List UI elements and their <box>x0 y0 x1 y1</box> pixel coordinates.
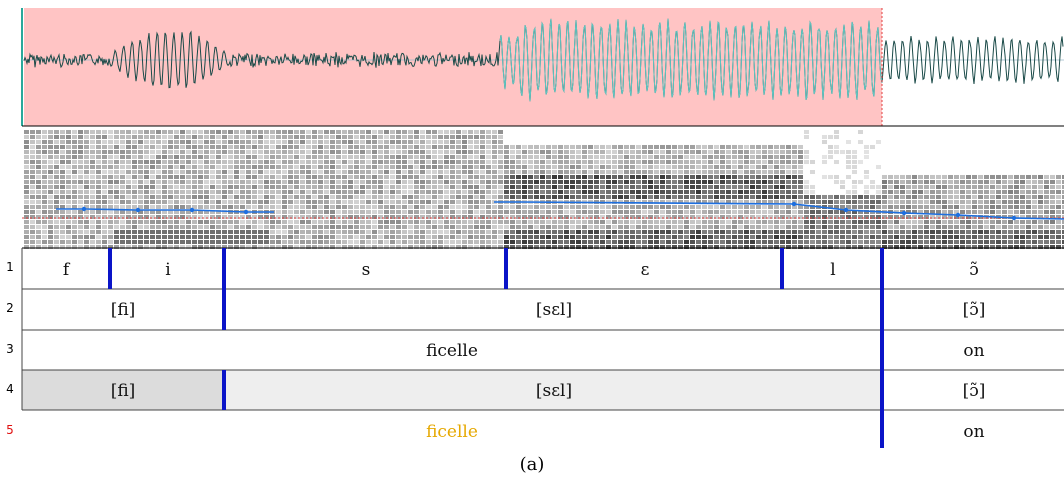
segment[interactable]: [ɔ̃] <box>962 300 986 320</box>
segment[interactable]: ficelle <box>426 341 478 361</box>
pitch-points <box>81 201 1017 221</box>
tier-number-5[interactable]: 5 <box>6 423 14 437</box>
spectrogram-panel[interactable] <box>22 127 1064 249</box>
segment[interactable]: on <box>963 341 985 361</box>
segment[interactable]: [fi] <box>110 300 136 320</box>
tier-number-3[interactable]: 3 <box>6 342 14 356</box>
selection-highlight <box>24 8 882 126</box>
segment[interactable]: f <box>62 260 70 280</box>
segment[interactable]: on <box>963 422 985 442</box>
segment[interactable]: l <box>830 260 836 280</box>
tier-number-2[interactable]: 2 <box>6 301 14 315</box>
segment[interactable]: [ɔ̃] <box>962 381 986 401</box>
tier4-segment-bg-sel <box>224 370 882 410</box>
segment[interactable]: [sɛl] <box>535 300 573 320</box>
segment[interactable]: ɔ̃ <box>969 260 979 280</box>
segment[interactable]: ɛ <box>640 260 650 280</box>
pitch-contour-1 <box>56 208 274 213</box>
segment[interactable]: i <box>165 260 171 280</box>
segment[interactable]: [fi] <box>110 381 136 401</box>
figure-caption: (a) <box>519 454 545 475</box>
pitch-contour-2 <box>494 201 1064 220</box>
segment[interactable]: [sɛl] <box>535 381 573 401</box>
signal-display[interactable] <box>0 0 1064 250</box>
tier-number-4[interactable]: 4 <box>6 382 14 396</box>
tier-grid <box>21 248 1064 448</box>
tier4-segment-bg-fi <box>22 370 224 410</box>
segment-active[interactable]: ficelle <box>426 422 478 442</box>
segment[interactable]: s <box>361 260 371 280</box>
waveform-trace-highlight <box>499 18 883 102</box>
tier-number-1[interactable]: 1 <box>6 260 14 274</box>
